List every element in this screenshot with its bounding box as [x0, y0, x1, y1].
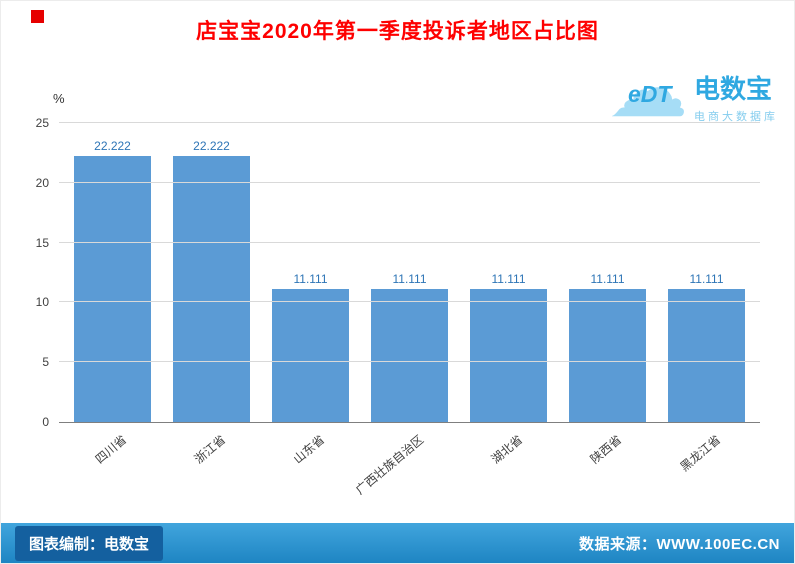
y-tick-label: 0: [42, 415, 49, 429]
x-axis-label: 广西壮族自治区: [352, 432, 426, 498]
x-axis-label: 四川省: [92, 432, 129, 467]
chart-area: ☁ eDT 电数宝 电商大数据库 % 22.222 22.222 11.111 11.…: [1, 49, 794, 525]
logo-tagline: 电商大数据库: [694, 110, 778, 123]
bar: [173, 156, 250, 422]
y-tick-label: 25: [35, 116, 49, 130]
bar-value-label: 11.111: [392, 272, 427, 287]
x-label-cell: 山东省: [272, 426, 349, 508]
x-axis-label: 湖北省: [488, 432, 525, 467]
x-axis-label: 陕西省: [587, 432, 624, 467]
red-accent-square-icon: [31, 10, 44, 23]
bar-group: 22.222: [74, 123, 151, 422]
edt-logo: ☁ eDT 电数宝 电商大数据库: [608, 49, 778, 129]
y-tick-label: 20: [35, 175, 49, 190]
x-axis-labels: 四川省 浙江省 山东省 广西壮族自治区 湖北省 陕西省 黑龙江省: [59, 426, 760, 508]
x-label-cell: 湖北省: [470, 426, 547, 508]
logo-cloud-text: eDT: [628, 81, 672, 107]
page-title: 店宝宝2020年第一季度投诉者地区占比图: [196, 20, 599, 43]
logo-name: 电数宝: [694, 73, 773, 104]
footer-source: 数据来源：WWW.100EC.CN: [578, 535, 780, 553]
cloud-icon: ☁: [608, 44, 688, 133]
y-tick-label: 10: [35, 295, 49, 310]
gridline: [59, 361, 760, 363]
bar-value-label: 11.111: [590, 272, 625, 287]
gridline: [59, 122, 760, 123]
footer-credit: 图表编制：电数宝: [15, 525, 164, 561]
bar-group: 11.111: [569, 123, 646, 422]
gridline: [59, 181, 760, 183]
y-tick-label: 5: [42, 355, 49, 370]
bar-group: 11.111: [371, 123, 448, 422]
x-label-cell: 广西壮族自治区: [353, 426, 448, 508]
bar: [371, 289, 448, 422]
x-label-cell: 浙江省: [173, 426, 250, 508]
logo-text: 电数宝 电商大数据库: [694, 69, 778, 124]
bars-container: 22.222 22.222 11.111 11.111 11.111 11.111 11.1…: [59, 123, 760, 422]
bar-group: 11.111: [470, 123, 547, 422]
footer: 图表编制：电数宝 数据来源：WWW.100EC.CN: [1, 523, 794, 563]
bar-group: 11.111: [668, 123, 745, 422]
bar-value-label: 11.111: [293, 272, 328, 287]
cloud-logo-wrap: ☁ eDT: [608, 49, 692, 129]
gridline: [59, 241, 760, 243]
x-label-cell: 陕西省: [569, 426, 646, 508]
bar: [470, 289, 547, 422]
header: 店宝宝2020年第一季度投诉者地区占比图: [1, 1, 794, 59]
x-axis-label: 浙江省: [191, 432, 228, 467]
y-tick-label: 15: [35, 235, 49, 250]
bar-value-label: 22.222: [94, 139, 131, 154]
x-axis-label: 山东省: [290, 432, 327, 467]
bar-value-label: 22.222: [193, 139, 230, 154]
bar: [74, 156, 151, 422]
bar-value-label: 11.111: [491, 272, 526, 287]
y-axis-unit-label: %: [53, 91, 65, 106]
x-label-cell: 黑龙江省: [668, 426, 745, 508]
bar-value-label: 11.111: [689, 272, 724, 287]
x-axis-label: 黑龙江省: [677, 432, 723, 475]
bar-group: 11.111: [272, 123, 349, 422]
bar: [569, 289, 646, 422]
x-label-cell: 四川省: [74, 426, 151, 508]
bar: [272, 289, 349, 422]
bar: [668, 289, 745, 422]
plot-area: 22.222 22.222 11.111 11.111 11.111 11.111 11.1…: [36, 116, 760, 429]
bar-group: 22.222: [173, 123, 250, 422]
gridline: [59, 301, 760, 303]
